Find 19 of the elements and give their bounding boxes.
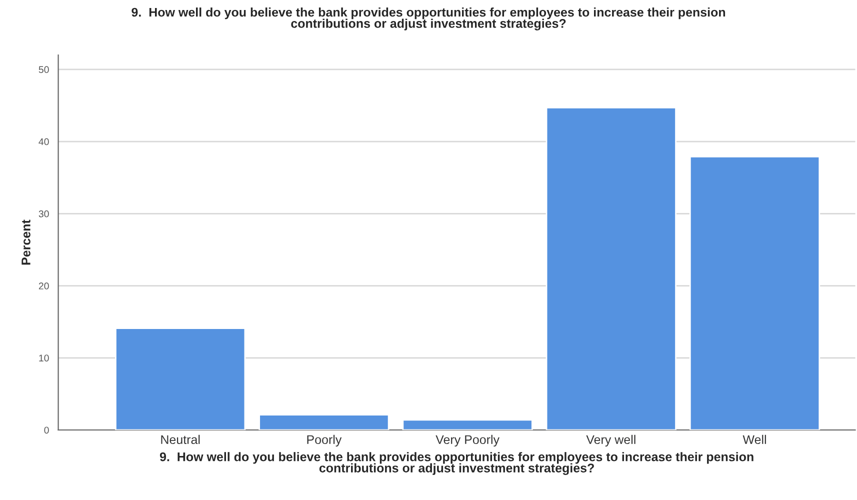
x-axis-title: 9. How well do you believe the bank provides opportunities for employees to increase their pension contributions or adjust investment strategies? <box>160 452 754 475</box>
y-tick-label: 20 <box>38 282 49 290</box>
x-tick-label: Poorly <box>307 434 342 447</box>
y-tick-label: 50 <box>38 66 49 74</box>
bar <box>258 414 390 430</box>
y-tick-label: 40 <box>38 138 49 146</box>
x-tick-label: Very well <box>586 434 636 447</box>
x-tick-label: Very Poorly <box>436 434 500 447</box>
bar <box>546 106 676 430</box>
x-tick-label: Neutral <box>161 434 200 444</box>
y-tick-label: 10 <box>39 354 49 362</box>
y-axis-title: Percent <box>22 220 30 265</box>
bar <box>115 328 246 430</box>
y-tick-label: 0 <box>44 426 49 434</box>
bar <box>689 156 820 430</box>
chart-title: 9. How well do you believe the bank provides opportunities for employees to increase their pension contributions or adjust investment strategies? <box>132 8 726 30</box>
y-tick-label: 30 <box>38 210 49 218</box>
x-tick-label: Well <box>742 434 766 444</box>
bar <box>402 419 533 430</box>
